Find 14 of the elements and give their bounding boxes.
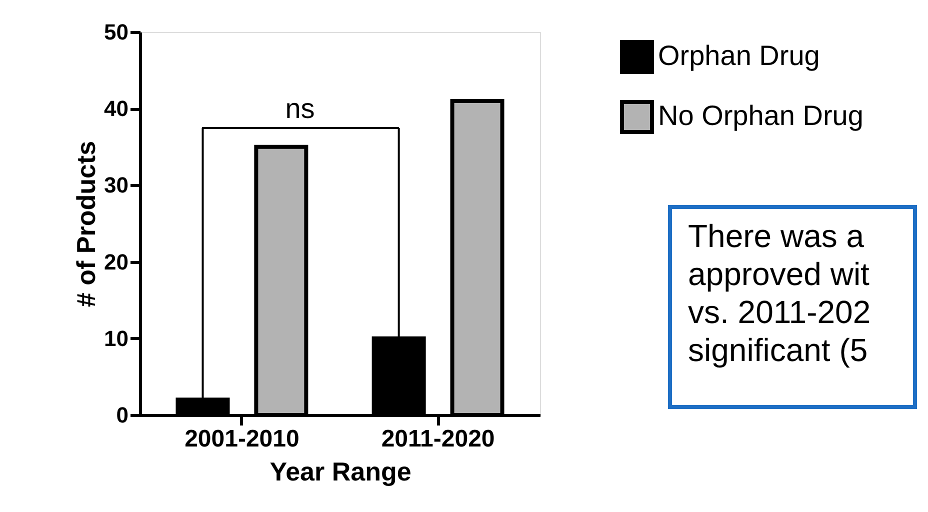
legend-label: No Orphan Drug — [658, 100, 864, 131]
y-tick-label: 10 — [104, 326, 128, 351]
x-tick-label: 2001-2010 — [184, 426, 300, 452]
x-axis-title: Year Range — [270, 456, 412, 486]
text: There was a approved wit vs. 2011-202 significant (5 — [688, 218, 871, 368]
y-tick-label: 50 — [104, 20, 128, 44]
x-tick-label: 2011-2020 — [381, 426, 495, 452]
y-tick-label: 30 — [104, 172, 128, 198]
y-tick-label: 0 — [116, 402, 128, 428]
annotation: ns — [285, 93, 315, 124]
legend-label: Orphan Drug — [658, 40, 820, 71]
y-axis-title: # of Products — [71, 140, 102, 308]
y-tick-label: 20 — [104, 249, 128, 274]
y-tick-label: 40 — [104, 96, 128, 122]
